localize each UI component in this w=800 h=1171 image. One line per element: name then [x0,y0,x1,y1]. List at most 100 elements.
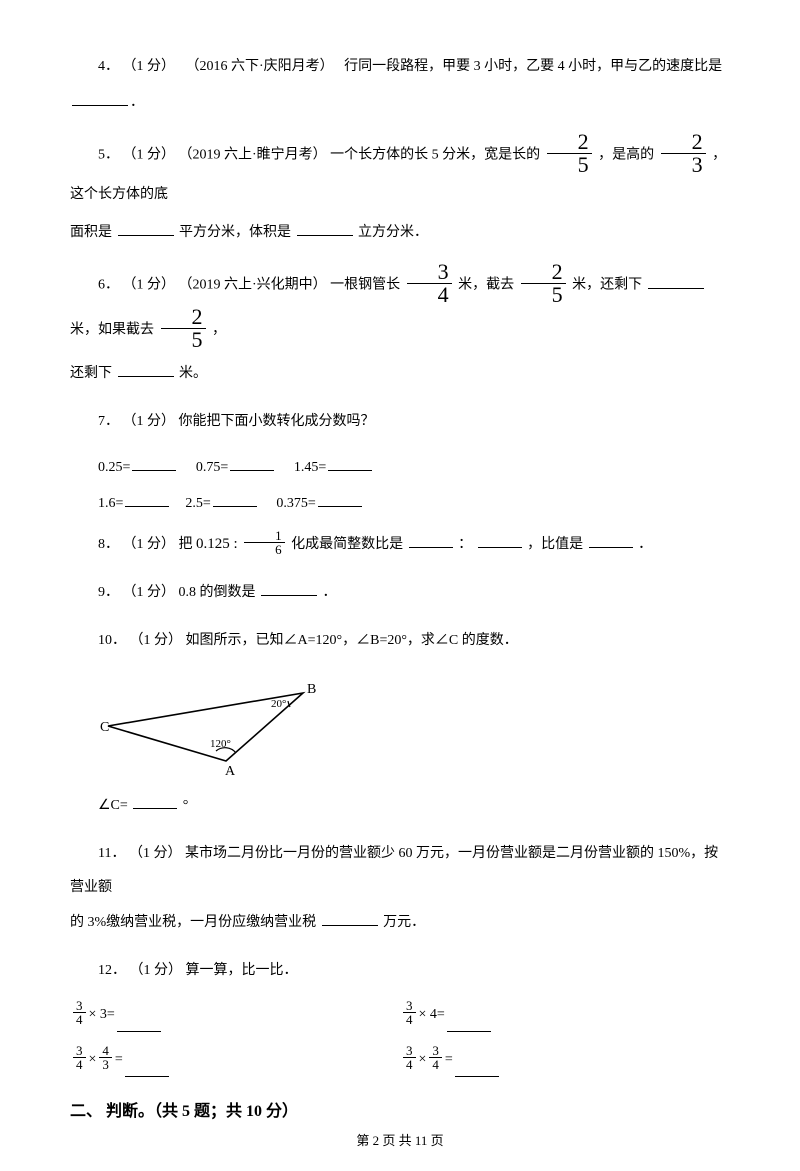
q10-answer: ∠C= ° [70,789,730,823]
q12-r2c2: 34 × 34 = [400,1046,730,1073]
blank[interactable] [478,534,522,548]
blank[interactable] [409,534,453,548]
question-5: 5． （1 分） （2019 六上·睢宁月考） 一个长方体的长 5 分米，宽是长… [70,133,730,249]
label-a: A [225,764,236,779]
q9-t2: ． [323,585,337,600]
blank[interactable] [117,1018,161,1032]
op: × [419,1052,427,1068]
q5-t2: ，是高的 [598,148,658,163]
q5-line2: 面积是 平方分米，体积是 立方分米． [70,216,730,250]
question-6: 6． （1 分） （2019 六上·兴化期中） 一根钢管长 34 米，截去 25… [70,263,730,391]
blank[interactable] [230,457,274,471]
fraction: 34 [403,1044,416,1071]
fraction-2-5b: 25 [161,306,206,351]
blank[interactable] [318,493,362,507]
q5-t1: 一个长方体的长 5 分米，宽是长的 [330,148,544,163]
q4-text: 行同一段路程，甲要 3 小时，乙要 4 小时，甲与乙的速度比是 [344,59,722,74]
q7-row1: 0.25= 0.75= 1.45= [70,453,730,484]
page-footer: 第 2 页 共 11 页 [0,1130,800,1149]
q7-r1a: 0.25= [98,460,130,475]
q10-unit: ° [183,798,189,813]
q9-pts: （1 分） [123,585,176,600]
blank[interactable] [132,457,176,471]
blank[interactable] [447,1018,491,1032]
q8-t3: ： [458,537,472,552]
q7-t1: 你能把下面小数转化成分数吗？ [179,414,375,429]
label-b: B [307,682,316,697]
blank[interactable] [455,1063,499,1077]
q6-line2: 还剩下 米。 [70,357,730,391]
blank[interactable] [648,275,704,289]
q7-r2a: 1.6= [98,496,123,511]
q8-t1: 把 [179,537,197,552]
q11-line1: 11． （1 分） 某市场二月份比一月份的营业额少 60 万元，一月份营业额是二… [70,837,730,904]
fraction: 34 [73,999,86,1026]
blank[interactable] [133,795,177,809]
q5-line1: 5． （1 分） （2019 六上·睢宁月考） 一个长方体的长 5 分米，宽是长… [70,133,730,212]
q5-u1: 平方分米，体积是 [179,225,291,240]
q10-ans: ∠C= [98,798,128,813]
q12-row1: 34 × 3= 34 × 4= [70,1001,730,1028]
q4-line1: 4． （1 分） （2016 六下·庆阳月考） 行同一段路程，甲要 3 小时，乙… [70,50,730,84]
q7-row2: 1.6= 2.5= 0.375= [70,489,730,520]
fraction: 34 [73,1044,86,1071]
triangle-diagram: C A B 120° 20° [98,671,328,781]
blank[interactable] [118,222,174,236]
q6-num: 6． [98,278,119,293]
q7-stem: 7． （1 分） 你能把下面小数转化成分数吗？ [70,405,730,439]
q9-t1: 0.8 的倒数是 [179,585,256,600]
q10-pts: （1 分） [130,633,183,648]
op: × 3= [89,1007,115,1023]
q7-r2b: 2.5= [185,496,210,511]
section-2-heading: 二、 判断。（共 5 题；共 10 分） [70,1097,730,1121]
q5-pts: （1 分） [123,148,176,163]
q7-r1b: 0.75= [196,460,228,475]
q8-t5: ． [638,537,652,552]
q11-t3: 万元． [383,915,425,930]
q6-t5: ， [212,323,226,338]
fraction-1-6: 16 [244,529,285,556]
q12-pts: （1 分） [130,963,183,978]
blank[interactable] [322,912,378,926]
q11-line2: 的 3%缴纳营业税，一月份应缴纳营业税 万元． [70,906,730,940]
fraction: 34 [429,1044,442,1071]
q12-r1c2: 34 × 4= [400,1001,730,1028]
q7-r2c: 0.375= [276,496,315,511]
q5-num: 5． [98,148,119,163]
blank[interactable] [125,493,169,507]
op: × 4= [419,1007,445,1023]
q6-t6: 还剩下 [70,366,112,381]
page: 4． （1 分） （2016 六下·庆阳月考） 行同一段路程，甲要 3 小时，乙… [0,0,800,1171]
q8-num: 8． [98,537,119,552]
blank[interactable] [261,582,317,596]
q6-pts: （1 分） [123,278,176,293]
question-10: 10． （1 分） 如图所示，已知∠A=120°，∠B=20°，求∠C 的度数．… [70,624,730,823]
q4-pts: （1 分） [123,59,176,74]
label-c: C [100,720,109,735]
q12-r1c1: 34 × 3= [70,1001,400,1028]
question-7: 7． （1 分） 你能把下面小数转化成分数吗？ 0.25= 0.75= 1.45… [70,405,730,520]
blank[interactable] [118,363,174,377]
q9-num: 9． [98,585,119,600]
fraction: 43 [99,1044,112,1071]
q8-t4: ，比值是 [527,537,583,552]
question-8: 8． （1 分） 把 0.125 : 16 化成最简整数比是 ： ，比值是 ． [70,526,730,562]
fraction-2-3: 23 [661,131,706,176]
fraction-2-5: 25 [521,261,566,306]
q5-src: （2019 六上·睢宁月考） [179,148,327,163]
blank[interactable] [328,457,372,471]
period: ． [130,95,144,110]
question-9: 9． （1 分） 0.8 的倒数是 ． [70,576,730,610]
blank[interactable] [213,493,257,507]
q6-t1: 一根钢管长 [330,278,404,293]
blank[interactable] [589,534,633,548]
q6-t2: 米，截去 [458,278,518,293]
blank[interactable] [297,222,353,236]
blank[interactable] [72,92,128,106]
label-120: 120° [210,738,231,750]
q12-stem: 12． （1 分） 算一算，比一比． [70,954,730,988]
q5-u2: 立方分米． [358,225,428,240]
blank[interactable] [125,1063,169,1077]
q6-t7: 米。 [179,366,207,381]
q6-t3: 米，还剩下 [572,278,642,293]
